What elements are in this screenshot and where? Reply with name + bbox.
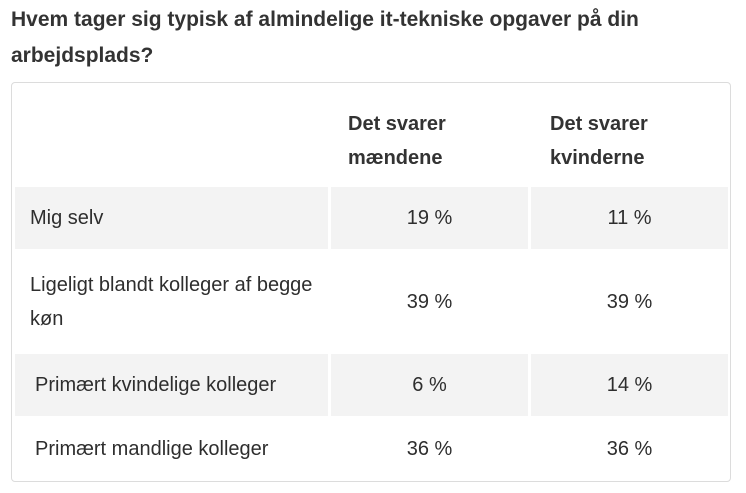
row-label: Ligeligt blandt kolleger af begge køn bbox=[30, 274, 313, 330]
header-women: Det svarer kvinderne bbox=[550, 113, 648, 169]
women-value: 39 % bbox=[606, 291, 653, 313]
row-label: Primært kvindelige kolleger bbox=[15, 354, 328, 416]
table-row: Ligeligt blandt kolleger af begge køn 39… bbox=[15, 252, 728, 352]
table-row: Primært mandlige kolleger 36 % 36 % bbox=[15, 419, 728, 479]
women-value: 36 % bbox=[606, 438, 653, 460]
table-row: Primært kvindelige kolleger 6 % 14 % bbox=[15, 354, 728, 416]
table-row: Mig selv 19 % 11 % bbox=[15, 187, 728, 249]
header-blank-cell bbox=[15, 95, 328, 187]
women-value: 14 % bbox=[531, 354, 728, 416]
men-value: 39 % bbox=[406, 291, 453, 313]
women-value: 11 % bbox=[531, 187, 728, 249]
header-men: Det svarer mændene bbox=[348, 113, 446, 169]
men-value: 19 % bbox=[331, 187, 528, 249]
question-heading: Hvem tager sig typisk af almindelige it-… bbox=[11, 8, 639, 67]
men-value: 36 % bbox=[406, 438, 453, 460]
row-label: Mig selv bbox=[15, 187, 328, 249]
row-label: Primært mandlige kolleger bbox=[35, 438, 269, 460]
men-value: 6 % bbox=[331, 354, 528, 416]
results-table: Det svarer mændene Det svarer kvinderne … bbox=[11, 82, 731, 482]
table-header-row: Det svarer mændene Det svarer kvinderne bbox=[15, 95, 728, 187]
